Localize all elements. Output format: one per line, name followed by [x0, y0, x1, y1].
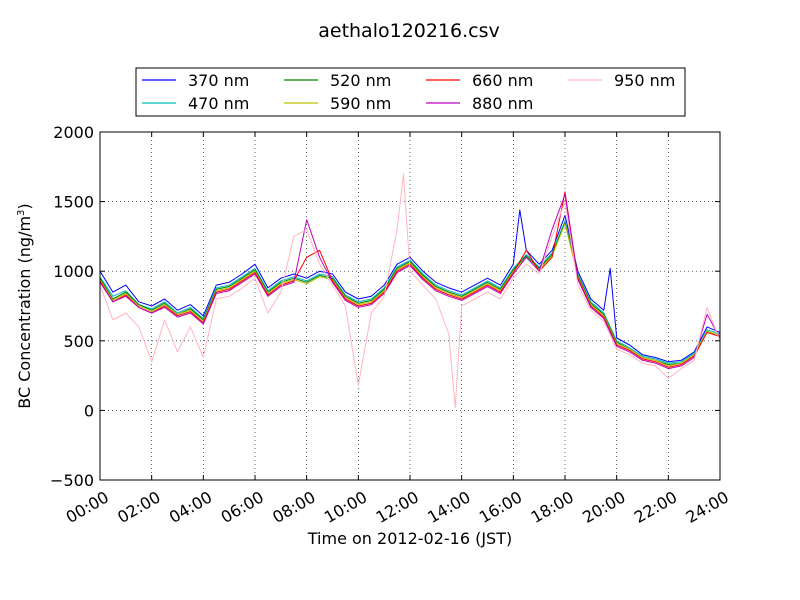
chart-title: aethalo120216.csv: [318, 20, 500, 42]
legend-items: 370 nm 470 nm 520 nm 590 nm 660 nm 880 nm 950 …: [142, 71, 675, 113]
series-line-590-nm: [99, 223, 721, 367]
y-axis-label-close: ): [15, 203, 34, 209]
series-line-470-nm: [99, 220, 721, 364]
legend: 370 nm 470 nm 520 nm 590 nm 660 nm 880 nm 950 …: [135, 67, 686, 117]
plot-area: [99, 131, 721, 481]
y-tick-labels: −500 0 500 1000 1500 2000: [50, 123, 94, 490]
legend-label: 660 nm: [472, 71, 533, 90]
series-line-370-nm: [99, 209, 721, 363]
y-axis-label: BC Concentration (ng/m3): [15, 203, 34, 408]
series-lines: [99, 173, 721, 409]
legend-label: 370 nm: [188, 71, 249, 90]
legend-label: 590 nm: [330, 94, 391, 113]
legend-label: 520 nm: [330, 71, 391, 90]
legend-label: 880 nm: [472, 94, 533, 113]
y-tick-label: 1000: [53, 262, 94, 281]
y-tick-label: −500: [50, 471, 94, 490]
legend-label: 470 nm: [188, 94, 249, 113]
legend-box: [135, 67, 686, 117]
plot-background: [100, 132, 720, 480]
y-tick-label: 1500: [53, 193, 94, 212]
series-line-520-nm: [99, 222, 721, 365]
y-tick-label: 2000: [53, 123, 94, 142]
legend-label: 950 nm: [614, 71, 675, 90]
series-line-950-nm: [99, 173, 721, 409]
y-axis-label-superscript: 3: [16, 210, 27, 216]
x-axis-label: Time on 2012-02-16 (JST): [307, 529, 512, 548]
y-tick-label: 0: [84, 401, 94, 420]
y-tick-label: 500: [63, 332, 94, 351]
y-axis-label-main: BC Concentration (ng/m: [15, 216, 34, 409]
axis-ticks: [99, 131, 721, 481]
